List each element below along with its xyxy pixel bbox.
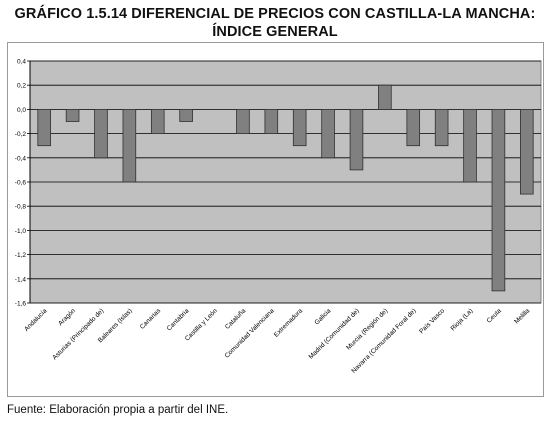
y-tick-label: -1,0 [15,228,27,235]
x-category-label: Galicia [313,307,332,326]
bar [122,109,137,183]
bar [378,84,392,110]
chart-frame: 0,4 0,2 0,0 -0,2 -0,4 -0,6 -0,8 -1,0 -1,2 -1,4 -1,… [7,42,544,397]
x-category-label: Ceuta [486,307,503,324]
y-tick-label: 0,2 [17,83,26,90]
x-category-label: Andalucía [23,307,49,333]
bar [37,109,51,147]
x-category-label: Cantabria [166,307,191,332]
bar [65,109,80,122]
x-category-label: Cataluña [224,307,248,331]
x-category-label: País Vasco [418,307,446,335]
bar [463,109,477,183]
chart-title-line-2: ÍNDICE GENERAL [212,24,338,40]
bar [434,109,449,147]
y-tick-label: -1,4 [15,276,27,283]
x-category-label: Madrid (Comunidad de) [308,307,361,360]
y-tick-label: -1,6 [15,301,27,308]
x-category-label: Extremadura [273,307,305,339]
x-category-label: Asturias (Principado de) [51,307,105,361]
bar [236,109,250,135]
x-category-label: Aragón [57,307,77,327]
bar [491,109,506,292]
bar-chart: 0,4 0,2 0,0 -0,2 -0,4 -0,6 -0,8 -1,0 -1,2 -1,4 -1,… [15,59,542,375]
chart-title-line-1: GRÁFICO 1.5.14 DIFERENCIAL DE PRECIOS CO… [14,6,536,22]
y-tick-label: -0,2 [15,131,27,138]
x-category-label: Comunidad Valenciana [224,307,276,359]
x-category-label: Melilla [513,307,531,325]
bar [292,109,307,147]
bar [150,109,165,135]
y-tick-label: 0,4 [17,59,26,66]
y-tick-label: -0,4 [15,155,27,162]
bar [349,109,364,171]
bar [179,109,193,122]
bar [264,109,279,135]
bar [94,109,108,159]
source-note: Fuente: Elaboración propia a partir del … [7,404,229,416]
y-tick-label: -0,6 [15,180,27,187]
y-tick-label: -1,2 [15,252,27,259]
bar [406,109,421,147]
x-category-label: Canarias [139,307,163,331]
bar [520,109,534,195]
y-tick-label: 0,0 [17,107,26,114]
bar [321,109,335,159]
x-category-label: Rioja (La) [450,307,475,332]
y-tick-label: -0,8 [15,204,27,211]
